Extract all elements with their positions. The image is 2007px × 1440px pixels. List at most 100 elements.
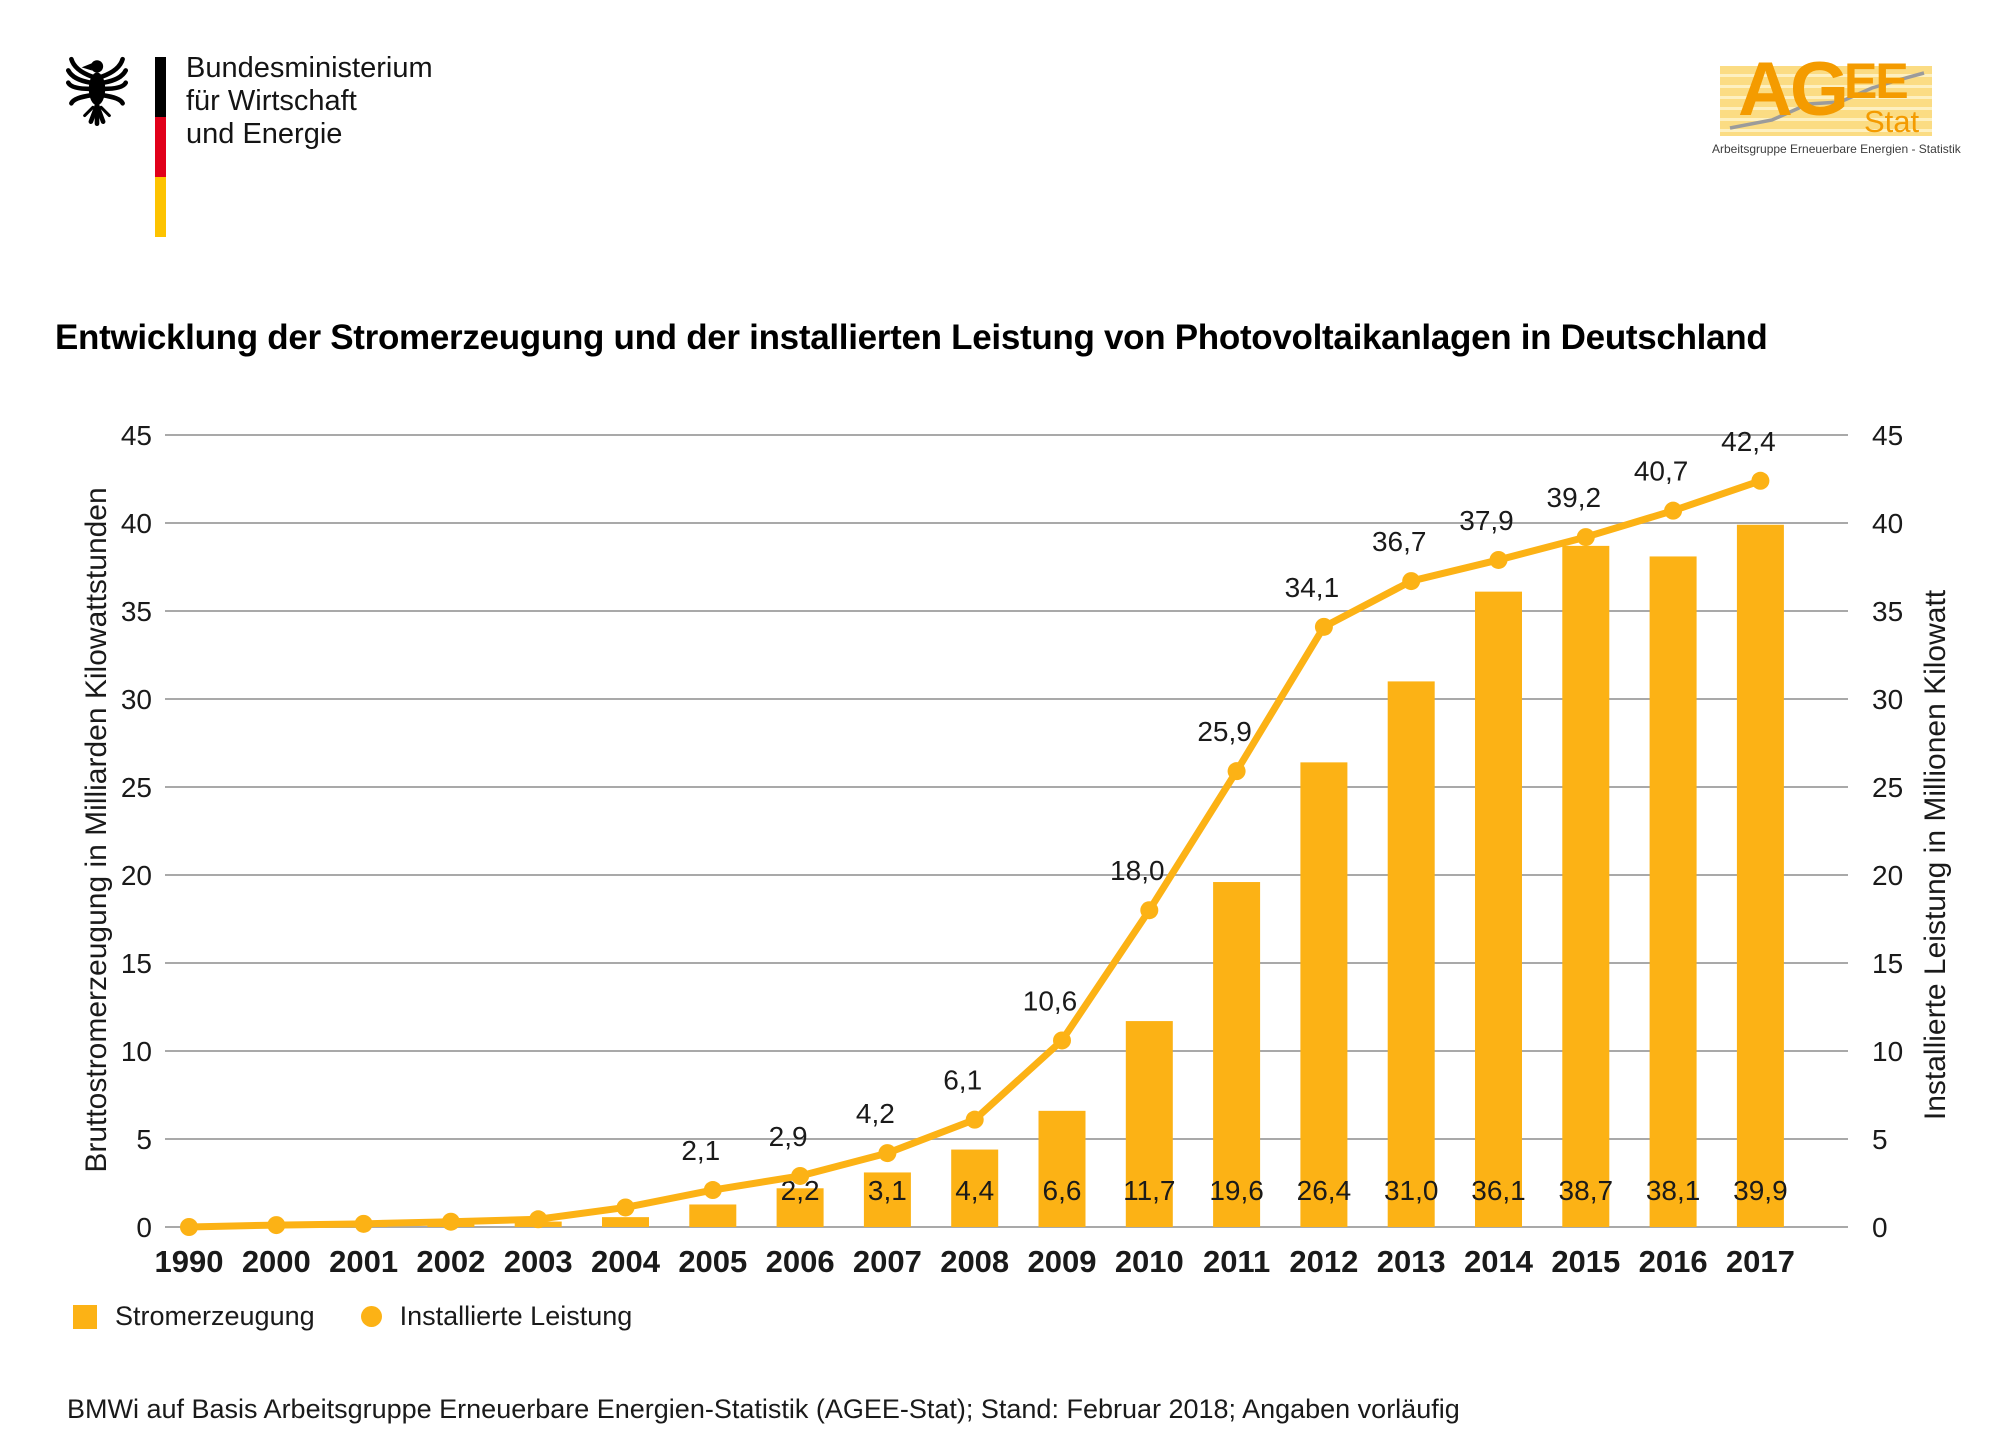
- bar-value-label: 31,0: [1384, 1175, 1439, 1206]
- line-marker: [616, 1198, 635, 1217]
- bar: [1125, 1021, 1173, 1227]
- x-tick-label: 2003: [504, 1244, 573, 1279]
- line-value-label: 40,7: [1634, 456, 1689, 487]
- x-tick-label: 2011: [1203, 1244, 1270, 1279]
- y-tick-label-left: 35: [121, 596, 152, 627]
- bar-value-label: 26,4: [1297, 1175, 1352, 1206]
- bar: [1300, 762, 1348, 1227]
- y-tick-label-right: 0: [1872, 1212, 1888, 1243]
- agee-trendline-icon: [1729, 71, 1925, 130]
- y-tick-label-right: 25: [1872, 772, 1903, 803]
- x-tick-label: 2000: [242, 1244, 311, 1279]
- bar: [689, 1204, 737, 1227]
- source-note: BMWi auf Basis Arbeitsgruppe Erneuerbare…: [67, 1394, 1460, 1424]
- line-marker: [965, 1110, 984, 1129]
- line-marker: [1053, 1031, 1071, 1050]
- bar-value-label: 4,4: [955, 1175, 994, 1206]
- x-tick-label: 2006: [766, 1244, 835, 1279]
- line-marker: [878, 1144, 897, 1163]
- line-value-label: 18,0: [1110, 855, 1165, 886]
- bar: [1387, 681, 1435, 1227]
- bar: [776, 1188, 824, 1227]
- line-marker: [180, 1218, 198, 1236]
- chart-title: Entwicklung der Stromerzeugung und der i…: [55, 318, 1768, 357]
- line-value-label: 39,2: [1547, 482, 1602, 513]
- y-tick-label-right: 20: [1872, 860, 1903, 891]
- x-tick-label: 2016: [1639, 1244, 1708, 1279]
- bmwi-logo: Bundesministerium für Wirtschaft und Ene…: [66, 42, 433, 237]
- bar: [1736, 524, 1784, 1227]
- legend-bar-swatch: [73, 1304, 97, 1329]
- bar-value-label: 19,6: [1209, 1175, 1264, 1206]
- y-tick-label-right: 30: [1872, 684, 1903, 715]
- line-marker: [1402, 572, 1421, 591]
- x-tick-label: 2010: [1115, 1244, 1184, 1279]
- legend-line-label: Installierte Leistung: [399, 1301, 633, 1331]
- line-value-label: 25,9: [1197, 716, 1252, 747]
- legend-item-stromerzeugung: Stromerzeugung: [73, 1301, 315, 1332]
- x-tick-label: 2001: [329, 1244, 398, 1279]
- line-marker: [1140, 901, 1159, 920]
- line-marker: [1314, 617, 1333, 636]
- agee-text-ag: AG: [1738, 47, 1849, 132]
- line-marker: [791, 1166, 810, 1185]
- y-tick-label-left: 30: [121, 684, 152, 715]
- line-marker: [1576, 528, 1595, 547]
- agee-logo-box: AG EE Stat: [1720, 52, 1932, 139]
- line-value-label: 4,2: [856, 1098, 895, 1129]
- bar: [1562, 545, 1610, 1227]
- bar-value-label: 39,9: [1733, 1175, 1788, 1206]
- ministry-name-line2: für Wirtschaft: [186, 85, 357, 117]
- y-tick-label-left: 20: [121, 860, 152, 891]
- line-value-label: 2,1: [681, 1135, 720, 1166]
- line-marker: [1751, 471, 1770, 490]
- line-marker: [703, 1181, 722, 1200]
- x-tick-label: 2008: [940, 1244, 1009, 1279]
- line-marker: [1489, 550, 1508, 569]
- x-tick-label: 2007: [853, 1244, 922, 1279]
- bar-value-label: 38,1: [1646, 1175, 1701, 1206]
- y-tick-label-right: 5: [1872, 1124, 1888, 1155]
- agee-caption: Arbeitsgruppe Erneuerbare Energien - Sta…: [1712, 142, 1961, 156]
- line-value-label: 42,4: [1721, 426, 1776, 457]
- federal-eagle-icon: [66, 56, 128, 127]
- y-tick-label-left: 0: [136, 1212, 152, 1243]
- y-tick-label-left: 15: [121, 948, 152, 979]
- line-marker: [1227, 762, 1246, 781]
- line-marker: [1664, 501, 1683, 520]
- y-tick-label-right: 10: [1872, 1036, 1903, 1067]
- x-tick-label: 2013: [1377, 1244, 1446, 1279]
- line-marker: [441, 1212, 460, 1231]
- bar: [863, 1172, 911, 1227]
- x-tick-label: 2017: [1726, 1244, 1795, 1279]
- y-tick-label-right: 40: [1872, 508, 1903, 539]
- bar: [1038, 1110, 1086, 1227]
- x-tick-label: 2012: [1289, 1244, 1358, 1279]
- y-tick-label-right: 15: [1872, 948, 1903, 979]
- legend-line-swatch: [360, 1306, 382, 1327]
- bar-value-label: 11,7: [1123, 1175, 1175, 1206]
- line-value-label: 2,9: [769, 1121, 808, 1152]
- line-marker: [529, 1210, 548, 1229]
- x-tick-label: 2009: [1028, 1244, 1097, 1279]
- bar: [1475, 591, 1522, 1227]
- legend: Stromerzeugung Installierte Leistung: [73, 1301, 632, 1332]
- line-value-label: 37,9: [1459, 505, 1514, 536]
- line-marker: [267, 1216, 286, 1235]
- bar-value-label: 38,7: [1559, 1175, 1614, 1206]
- bar-value-label: 36,1: [1471, 1175, 1526, 1206]
- x-tick-label: 2002: [416, 1244, 485, 1279]
- x-tick-label: 2005: [678, 1244, 747, 1279]
- x-tick-label: 2015: [1551, 1244, 1620, 1279]
- bar: [1213, 882, 1261, 1227]
- legend-item-installierte-leistung: Installierte Leistung: [360, 1301, 633, 1332]
- y-tick-label-left: 45: [121, 420, 152, 451]
- german-flag-stripe: [155, 57, 166, 237]
- bar: [1649, 556, 1697, 1227]
- x-tick-label: 2004: [591, 1244, 661, 1279]
- line-value-label: 36,7: [1372, 526, 1427, 557]
- x-tick-label: 1990: [155, 1244, 224, 1279]
- agee-text-stat: Stat: [1864, 104, 1920, 139]
